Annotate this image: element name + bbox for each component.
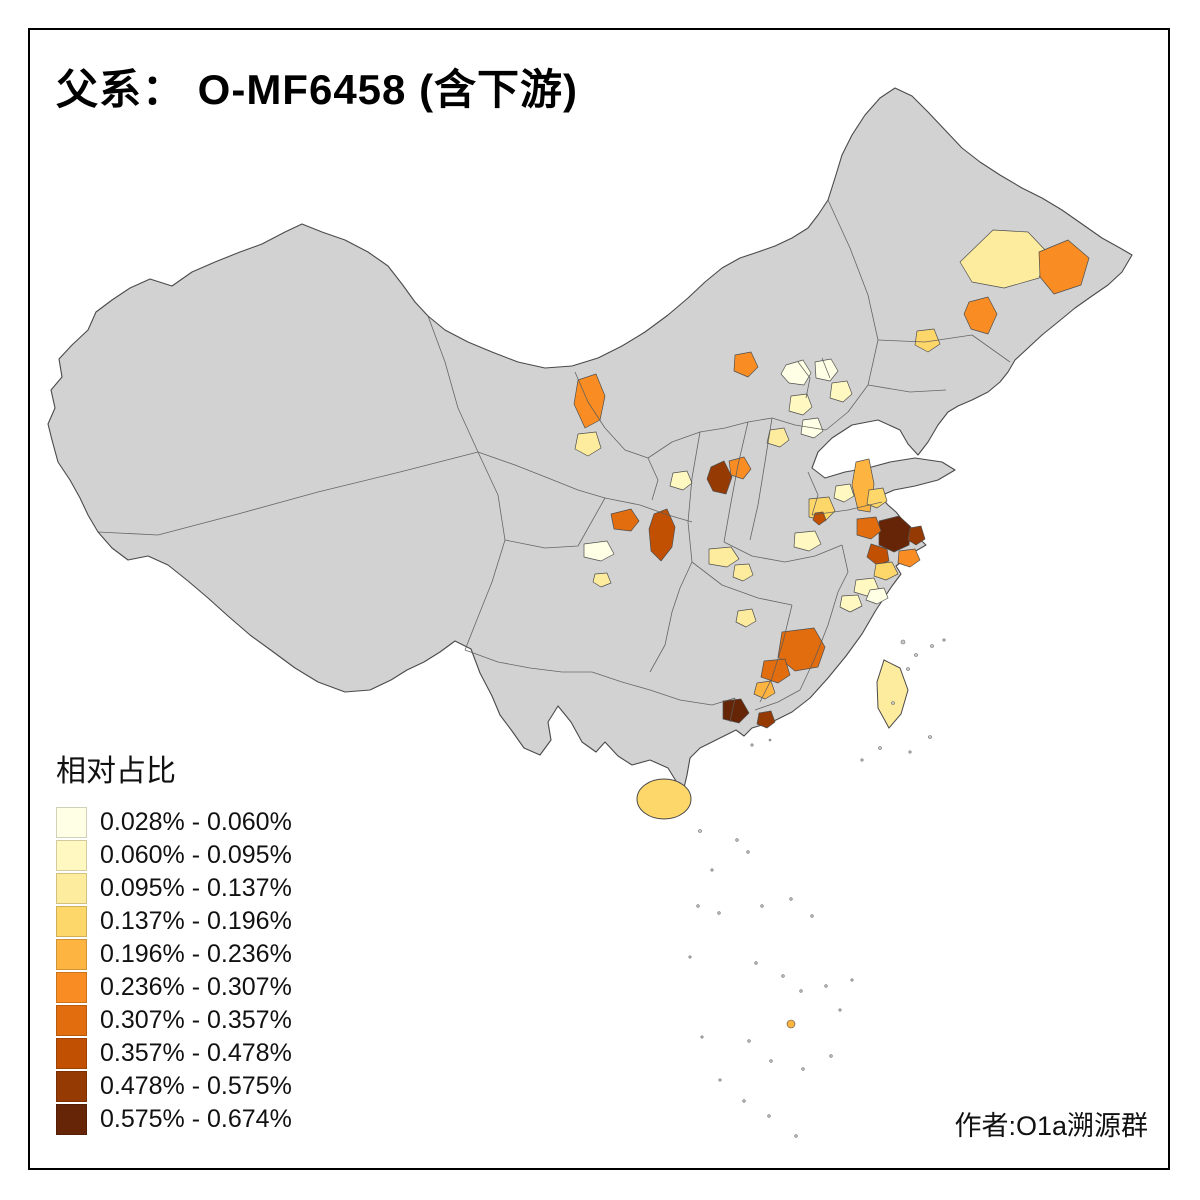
region-patch [756, 710, 776, 729]
plot-title: 父系： O-MF6458 (含下游) [56, 66, 579, 113]
legend-item: 0.307% - 0.357% [56, 1004, 292, 1037]
region-patch [753, 680, 776, 700]
legend-label: 0.236% - 0.307% [100, 973, 292, 1001]
region-patch [732, 563, 754, 582]
legend-swatch [56, 873, 87, 904]
region-patch [1038, 239, 1090, 295]
region-patch [766, 427, 790, 448]
region-patch [708, 546, 740, 568]
legend-swatch [56, 807, 87, 838]
legend-label: 0.060% - 0.095% [100, 841, 292, 869]
region-patch [812, 511, 827, 526]
region-patch [728, 456, 752, 480]
legend-title: 相对占比 [56, 755, 176, 788]
region-patch [706, 460, 733, 495]
legend-swatch [56, 906, 87, 937]
region-patch [733, 351, 759, 378]
legend-label: 0.357% - 0.478% [100, 1039, 292, 1067]
region-patch [793, 530, 822, 552]
legend-label: 0.478% - 0.575% [100, 1072, 292, 1100]
region-patch [839, 594, 863, 613]
legend-label: 0.028% - 0.060% [100, 808, 292, 836]
region-patch [780, 359, 812, 386]
region-patch [760, 658, 791, 684]
region-patch [856, 516, 882, 540]
region-patch [648, 508, 676, 562]
island-specks [688, 638, 946, 1138]
south-sea-colored-island [786, 1019, 796, 1029]
legend-swatch [56, 1104, 87, 1135]
region-patch [722, 698, 750, 724]
legend-label: 0.137% - 0.196% [100, 907, 292, 935]
legend-item: 0.095% - 0.137% [56, 872, 292, 905]
legend-item: 0.357% - 0.478% [56, 1037, 292, 1070]
legend-swatch [56, 939, 87, 970]
legend-swatch [56, 1005, 87, 1036]
province-borders [97, 199, 1011, 723]
author-credit: 作者:O1a溯源群 [954, 1111, 1148, 1141]
region-patch [574, 431, 602, 457]
legend-item: 0.028% - 0.060% [56, 806, 292, 839]
region-patch [878, 515, 912, 553]
legend-item: 0.575% - 0.674% [56, 1103, 292, 1136]
legend-item: 0.236% - 0.307% [56, 971, 292, 1004]
region-patch [592, 572, 612, 588]
legend-items: 0.028% - 0.060% 0.060% - 0.095% 0.095% - 0… [56, 806, 292, 1136]
legend-item: 0.137% - 0.196% [56, 905, 292, 938]
region-patch [735, 608, 757, 628]
region-patch [865, 587, 889, 605]
region-patch [873, 561, 899, 581]
legend-item: 0.060% - 0.095% [56, 839, 292, 872]
region-patch [583, 540, 615, 562]
region-patch [963, 296, 998, 335]
taiwan-island [876, 659, 909, 729]
region-patch [907, 525, 926, 546]
region-patch [897, 548, 921, 568]
legend-label: 0.575% - 0.674% [100, 1105, 292, 1133]
region-patch [610, 508, 640, 532]
plot-frame [28, 28, 1170, 1170]
hainan-island [636, 778, 692, 820]
legend-item: 0.196% - 0.236% [56, 938, 292, 971]
region-patch [833, 483, 855, 503]
region-patch [788, 393, 813, 416]
region-patch [669, 470, 693, 491]
legend-label: 0.095% - 0.137% [100, 874, 292, 902]
legend: 相对占比 0.028% - 0.060% 0.060% - 0.095% 0.095… [56, 746, 292, 1136]
colored-regions [573, 229, 1090, 729]
legend-label: 0.307% - 0.357% [100, 1006, 292, 1034]
legend-item: 0.478% - 0.575% [56, 1070, 292, 1103]
region-patch [866, 487, 888, 509]
legend-swatch [56, 840, 87, 871]
region-patch [829, 380, 853, 403]
legend-swatch [56, 972, 87, 1003]
legend-swatch [56, 1071, 87, 1102]
legend-label: 0.196% - 0.236% [100, 940, 292, 968]
legend-swatch [56, 1038, 87, 1069]
region-patch [914, 328, 941, 353]
